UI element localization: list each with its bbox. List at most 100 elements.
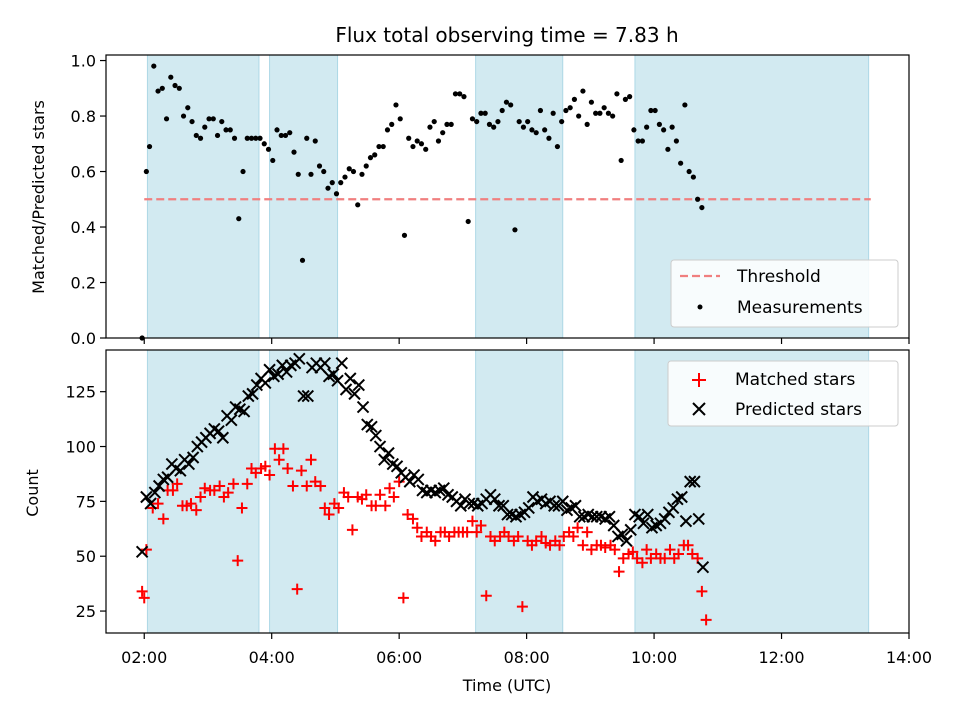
measurement-point [567, 105, 573, 111]
x-tick-label: 06:00 [376, 648, 422, 667]
measurement-point [244, 135, 250, 141]
matched-star-point [516, 601, 528, 613]
measurement-point [686, 168, 692, 175]
measurement-point [580, 88, 586, 94]
predicted-star-point [339, 383, 353, 396]
predicted-star-point [569, 499, 582, 512]
bottom-y-tick-label: 50 [76, 547, 96, 566]
matched-star-point [659, 552, 671, 564]
matched-star-point [535, 530, 547, 542]
measurement-point [321, 168, 327, 175]
measurement-point [533, 130, 539, 136]
measurement-point [678, 160, 684, 166]
measurement-point [516, 118, 522, 125]
predicted-star-point [174, 464, 187, 477]
top-y-tick-label: 1.0 [71, 52, 96, 71]
matched-star-point [700, 614, 712, 626]
predicted-star-point [301, 389, 315, 403]
predicted-star-point [378, 453, 391, 466]
predicted-star-point [344, 372, 357, 385]
measurement-point [236, 216, 242, 222]
matched-star-point [323, 509, 335, 521]
measurement-point [695, 196, 701, 202]
bottom-y-tick-label: 25 [76, 602, 96, 621]
top-y-tick-label: 0.0 [71, 329, 96, 348]
predicted-star-point [327, 367, 340, 381]
measurement-point [163, 116, 170, 122]
bottom-legend-box [667, 360, 899, 427]
measurement-point [227, 127, 233, 133]
measurement-point [699, 204, 705, 211]
measurement-point [180, 113, 187, 119]
measurement-point [525, 118, 531, 125]
measurement-point [350, 168, 357, 175]
measurement-point [359, 171, 365, 177]
measurement-point [554, 143, 561, 150]
measurement-point [406, 135, 412, 141]
matched-star-point [641, 544, 653, 556]
predicted-star-point [688, 475, 701, 488]
measurement-point [159, 85, 165, 91]
measurement-point [295, 171, 301, 177]
measurement-point [346, 166, 352, 172]
matched-star-point [227, 478, 239, 490]
top-legend: Threshold Measurements [670, 259, 899, 328]
predicted-star-point [675, 490, 688, 504]
measurement-point [176, 85, 182, 91]
matched-star-point [512, 530, 524, 542]
measurement-point [601, 105, 607, 111]
predicted-star-point [140, 490, 153, 504]
measurement-point [550, 110, 556, 116]
predicted-star-point [297, 389, 310, 403]
matched-star-point [429, 535, 441, 547]
measurement-point [669, 124, 675, 130]
measurement-point [172, 82, 178, 89]
measurement-point [185, 105, 191, 111]
legend-matched-label: Matched stars [735, 370, 855, 390]
measurement-point [499, 107, 505, 114]
top-y-tick-label: 0.8 [71, 107, 96, 126]
matched-star-point [397, 592, 409, 604]
predicted-star-point [412, 473, 425, 486]
top-y-tick-label: 0.4 [71, 218, 96, 237]
measurement-point [465, 218, 471, 225]
predicted-star-point [335, 356, 349, 370]
measurement-point [661, 127, 667, 133]
measurement-point [469, 116, 476, 122]
matched-star-point [241, 478, 253, 490]
predicted-star-point [522, 501, 535, 515]
measurement-point [333, 191, 340, 197]
matched-star-point [613, 566, 625, 578]
measurement-point [376, 143, 382, 150]
matched-star-point [577, 539, 589, 551]
predicted-star-point [616, 528, 629, 541]
measurement-point [537, 107, 544, 114]
predicted-star-point [148, 486, 162, 499]
legend-threshold-label: Threshold [736, 267, 821, 287]
axes: 0.0 0.2 0.4 0.6 0.8 1.0 25 50 75 100 125 02:00 04:00… [65, 52, 932, 667]
matched-star-point [627, 546, 639, 558]
matched-star-point [360, 489, 372, 501]
predicted-star-point [352, 378, 366, 392]
predicted-star-point [683, 475, 697, 488]
measurement-point [397, 116, 403, 122]
measurement-point [143, 168, 149, 175]
measurement-point [665, 146, 671, 152]
predicted-star-point [696, 560, 710, 574]
measurement-point [508, 102, 514, 108]
measurement-point [593, 110, 599, 116]
measurement-point [155, 88, 161, 94]
measurement-point [486, 121, 493, 127]
top-axes-frame [105, 54, 910, 339]
measurement-point [648, 107, 654, 114]
measurement-point [444, 121, 450, 127]
matched-star-point [379, 500, 391, 512]
bottom-y-axis-label: Count [23, 469, 42, 517]
matched-star-point [673, 548, 685, 560]
measurement-point [435, 138, 442, 144]
measurement-point [393, 102, 399, 108]
measurement-point [291, 149, 297, 155]
matched-star-point [222, 487, 234, 499]
matched-star-point [682, 539, 694, 551]
bottom-legend: Matched stars Predicted stars [667, 360, 899, 427]
